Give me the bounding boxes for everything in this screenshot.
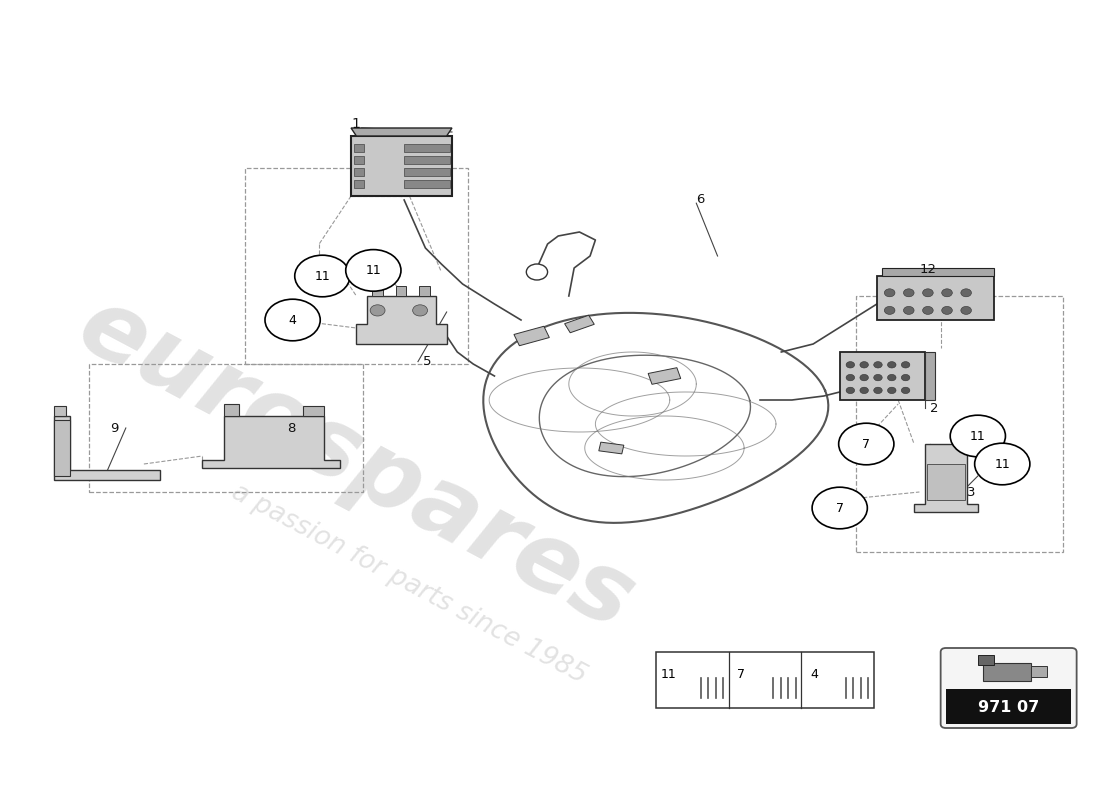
Polygon shape <box>1031 666 1047 677</box>
Polygon shape <box>354 144 364 152</box>
Polygon shape <box>419 286 430 296</box>
Polygon shape <box>202 416 340 468</box>
Text: 9: 9 <box>110 422 119 434</box>
Text: 4: 4 <box>810 668 818 681</box>
Polygon shape <box>372 286 383 296</box>
Circle shape <box>903 306 914 314</box>
Circle shape <box>903 289 914 297</box>
Circle shape <box>838 423 894 465</box>
Circle shape <box>950 415 1005 457</box>
Polygon shape <box>351 128 452 136</box>
Polygon shape <box>54 420 69 476</box>
Text: 3: 3 <box>967 486 976 498</box>
Circle shape <box>901 362 910 368</box>
Circle shape <box>901 387 910 394</box>
Polygon shape <box>304 406 324 416</box>
Circle shape <box>888 374 896 381</box>
Circle shape <box>923 289 933 297</box>
Polygon shape <box>514 326 549 346</box>
Polygon shape <box>927 464 965 500</box>
Polygon shape <box>914 444 978 512</box>
Circle shape <box>846 374 855 381</box>
Circle shape <box>265 299 320 341</box>
Circle shape <box>888 387 896 394</box>
Polygon shape <box>925 352 935 400</box>
Text: 4: 4 <box>288 314 297 326</box>
Circle shape <box>923 306 933 314</box>
Circle shape <box>846 362 855 368</box>
Polygon shape <box>404 168 450 176</box>
Text: 7: 7 <box>836 502 844 514</box>
Text: 8: 8 <box>287 422 296 434</box>
Circle shape <box>901 374 910 381</box>
Circle shape <box>942 289 953 297</box>
Text: 11: 11 <box>994 458 1010 470</box>
Text: eurospares: eurospares <box>63 278 650 650</box>
Text: 11: 11 <box>661 668 676 681</box>
Circle shape <box>526 264 548 280</box>
Polygon shape <box>354 180 364 188</box>
Text: 1: 1 <box>351 117 360 131</box>
Circle shape <box>295 255 350 297</box>
Circle shape <box>860 374 868 381</box>
Circle shape <box>942 306 953 314</box>
Polygon shape <box>648 368 681 384</box>
Circle shape <box>371 305 385 316</box>
Polygon shape <box>564 315 594 333</box>
Circle shape <box>860 387 868 394</box>
Polygon shape <box>404 180 450 188</box>
Polygon shape <box>882 268 993 276</box>
Polygon shape <box>356 296 447 344</box>
Circle shape <box>960 306 971 314</box>
Circle shape <box>888 362 896 368</box>
FancyBboxPatch shape <box>946 690 1071 724</box>
Polygon shape <box>54 416 159 480</box>
Circle shape <box>873 374 882 381</box>
Circle shape <box>960 289 971 297</box>
Text: 5: 5 <box>424 355 432 368</box>
Text: a passion for parts since 1985: a passion for parts since 1985 <box>228 479 592 689</box>
Circle shape <box>975 443 1030 485</box>
Polygon shape <box>877 276 993 320</box>
Circle shape <box>812 487 867 529</box>
Text: 6: 6 <box>696 193 705 206</box>
Circle shape <box>846 387 855 394</box>
Polygon shape <box>598 442 624 454</box>
Polygon shape <box>978 655 993 665</box>
Text: 7: 7 <box>737 668 746 681</box>
Text: 12: 12 <box>920 263 936 276</box>
Circle shape <box>860 362 868 368</box>
Polygon shape <box>396 286 406 296</box>
Circle shape <box>884 306 895 314</box>
Polygon shape <box>404 144 450 152</box>
Circle shape <box>873 362 882 368</box>
Text: 11: 11 <box>365 264 382 277</box>
Polygon shape <box>839 352 925 400</box>
Text: 971 07: 971 07 <box>978 700 1040 715</box>
Circle shape <box>873 387 882 394</box>
Polygon shape <box>54 406 66 416</box>
Polygon shape <box>351 136 452 196</box>
Text: 11: 11 <box>315 270 330 282</box>
Circle shape <box>345 250 401 291</box>
Polygon shape <box>223 404 240 416</box>
Circle shape <box>884 289 895 297</box>
FancyBboxPatch shape <box>940 648 1077 728</box>
Polygon shape <box>404 156 450 164</box>
Polygon shape <box>983 663 1031 681</box>
Polygon shape <box>354 156 364 164</box>
Text: 2: 2 <box>930 402 938 414</box>
Circle shape <box>412 305 428 316</box>
Text: 7: 7 <box>862 438 870 450</box>
Text: 11: 11 <box>970 430 986 442</box>
Polygon shape <box>354 168 364 176</box>
